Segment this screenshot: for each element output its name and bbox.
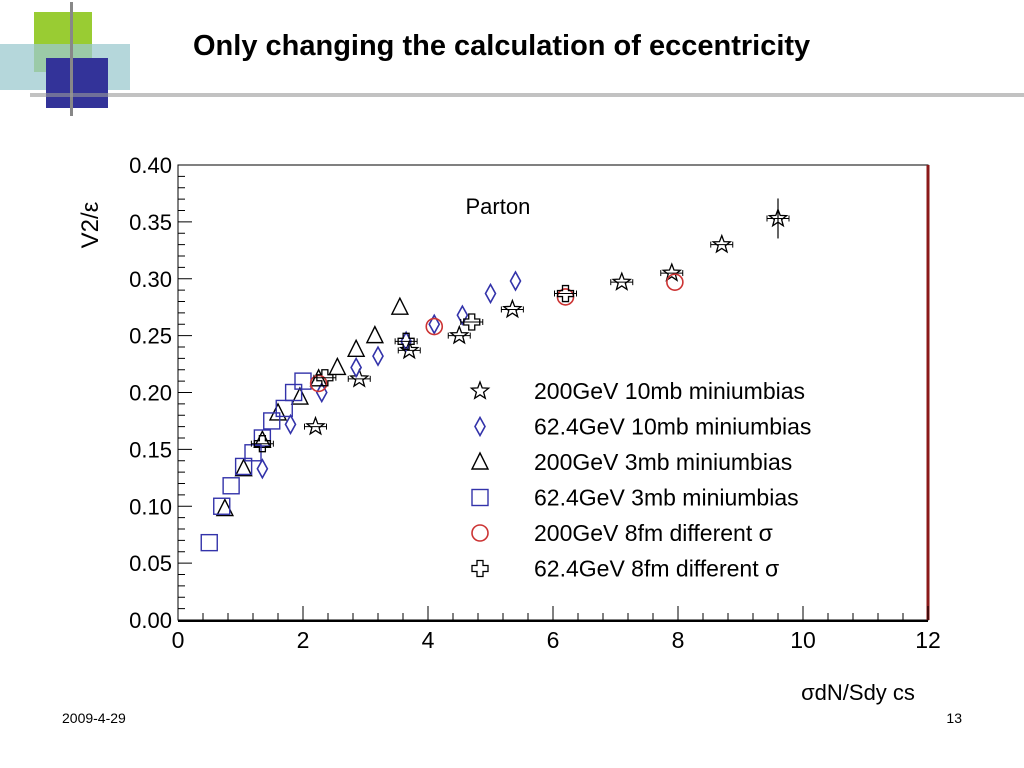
data-point-square <box>294 372 312 390</box>
data-point-diamond <box>350 356 363 379</box>
data-point-circle <box>666 273 684 291</box>
data-point-cross <box>316 369 334 387</box>
x-tick-label: 4 <box>422 627 435 653</box>
data-point-cross <box>397 332 415 350</box>
scatter-chart: 0.00 0.05 0.10 0.15 0.20 0.25 0.30 0.35 0.40 0 2 4 6… <box>77 153 941 705</box>
x-tick-label: 10 <box>790 627 816 653</box>
data-point-diamond <box>372 345 384 367</box>
legend-marker-square <box>471 488 489 507</box>
data-point-square <box>234 457 253 476</box>
y-tick-label: 0.35 <box>129 210 172 235</box>
data-point-star <box>305 415 326 436</box>
data-point-square <box>200 533 218 552</box>
data-point-diamond <box>509 270 522 292</box>
data-point-square <box>213 497 231 515</box>
data-point-triangle <box>290 386 310 405</box>
data-point-star <box>502 298 523 319</box>
y-tick-label: 0.30 <box>129 267 172 292</box>
slide-title: Only changing the calculation of eccentr… <box>193 30 811 62</box>
data-point-diamond <box>315 381 328 404</box>
page-number: 13 <box>946 710 962 726</box>
data-point-star <box>348 368 370 388</box>
slide-decoration <box>0 2 1024 116</box>
data-point-triangle <box>234 458 253 477</box>
y-tick-label: 0.00 <box>129 608 172 633</box>
data-point-triangle <box>390 296 410 315</box>
data-point-cross <box>556 284 575 303</box>
legend-marker-cross <box>471 559 489 578</box>
data-point-circle <box>309 374 328 393</box>
footer-date: 2009-4-29 <box>62 710 126 726</box>
deco-vertical-line <box>70 2 73 116</box>
data-point-square <box>244 444 262 462</box>
data-point-diamond <box>484 282 497 305</box>
data-point-triangle <box>215 497 235 517</box>
legend-marker-star <box>469 380 491 400</box>
data-point-diamond <box>284 413 297 435</box>
y-tick-label: 0.15 <box>129 437 172 462</box>
data-point-triangle <box>365 325 385 344</box>
data-point-square <box>263 412 281 430</box>
x-tick-label: 6 <box>547 627 560 653</box>
legend-label: 200GeV 8fm different σ <box>534 520 773 546</box>
deco-horizontal-line <box>30 93 1024 97</box>
legend-label: 200GeV 10mb miniumbias <box>534 378 805 404</box>
y-axis-label: V2/ε <box>77 201 104 248</box>
data-point-star <box>661 262 683 282</box>
x-axis-label: σdN/Sdy cs <box>801 680 915 705</box>
x-tick-label: 2 <box>297 627 310 653</box>
parton-annotation: Parton <box>466 194 531 219</box>
y-tick-label: 0.40 <box>129 153 172 178</box>
y-tick-label: 0.05 <box>129 551 172 576</box>
data-point-diamond <box>428 313 441 335</box>
legend-label: 62.4GeV 3mb miniumbias <box>534 485 799 511</box>
data-point-triangle <box>328 356 347 376</box>
x-tick-label: 0 <box>172 627 185 653</box>
legend-marker-triangle <box>470 451 490 470</box>
y-tick-label: 0.10 <box>129 494 172 519</box>
data-point-star <box>448 324 470 345</box>
legend-label: 62.4GeV 8fm different σ <box>534 556 779 582</box>
data-point-cross <box>253 435 272 453</box>
y-tick-label: 0.25 <box>129 324 172 349</box>
data-point-circle <box>425 317 444 336</box>
x-tick-label: 8 <box>672 627 685 653</box>
data-point-square <box>222 477 240 495</box>
x-tick-label: 12 <box>915 627 941 653</box>
data-point-star <box>611 271 633 291</box>
data-point-diamond <box>256 458 269 480</box>
data-point-cross <box>463 313 481 331</box>
deco-blue-square <box>46 58 108 108</box>
legend-marker-diamond <box>474 415 486 438</box>
data-point-star <box>711 233 733 254</box>
legend-label: 62.4GeV 10mb miniumbias <box>534 414 811 440</box>
data-point-triangle <box>346 338 366 357</box>
data-point-square <box>284 383 303 402</box>
data-point-square <box>275 399 293 418</box>
data-point-square <box>253 429 272 447</box>
data-point-triangle <box>268 402 288 421</box>
legend-label: 200GeV 3mb miniumbias <box>534 449 792 475</box>
data-point-diamond <box>456 304 469 326</box>
y-tick-label: 0.20 <box>129 381 172 406</box>
legend-marker-circle <box>471 524 489 542</box>
data-point-triangle <box>253 429 272 448</box>
